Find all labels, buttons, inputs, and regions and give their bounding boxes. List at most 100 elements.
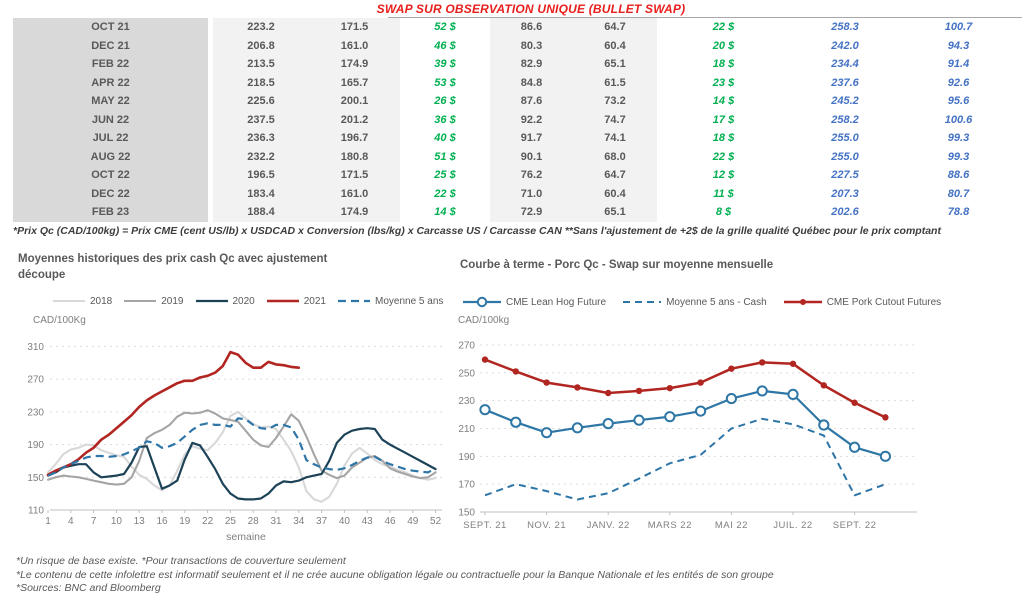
legend-swatch-icon — [266, 299, 299, 303]
legend-label: 2021 — [303, 295, 326, 307]
table-cell: 201.2 — [309, 110, 400, 129]
table-cell: 237.5 — [213, 110, 309, 129]
legend-swatch-icon — [195, 299, 228, 303]
data-point-marker — [635, 387, 643, 395]
table-cell: 18 $ — [657, 129, 790, 148]
data-point-marker — [882, 414, 889, 421]
table-cell: 23 $ — [657, 73, 790, 92]
table-cell: 245.2 — [790, 92, 900, 111]
bottom-footnotes: *Un risque de base existe. *Pour transac… — [16, 555, 774, 596]
table-cell: 18 $ — [657, 55, 790, 74]
table-cell: 65.1 — [573, 203, 657, 222]
data-point-marker — [512, 368, 519, 375]
table-cell: 84.8 — [490, 73, 573, 92]
table-cell: 255.0 — [790, 147, 900, 166]
x-tick-label: SEPT. 22 — [833, 520, 877, 531]
table-cell: 80.3 — [490, 36, 573, 55]
legend-label: Moyenne 5 ans — [375, 295, 444, 307]
y-tick-label: 170 — [458, 480, 475, 491]
y-tick-label: 230 — [458, 396, 475, 407]
data-point-marker — [787, 388, 799, 401]
data-point-marker — [664, 411, 676, 423]
table-cell: 100.7 — [900, 18, 1017, 37]
series-line-2021 — [46, 350, 301, 477]
data-point-marker — [541, 427, 553, 439]
y-tick-label: 250 — [458, 368, 475, 379]
table-cell: 258.3 — [790, 18, 900, 37]
table-cell: 51 $ — [400, 147, 490, 166]
legend-item-2021: 2021 — [266, 295, 326, 307]
table-cell: 73.2 — [573, 92, 657, 111]
legend-item-moyenne-5-ans: Moyenne 5 ans — [337, 295, 443, 307]
data-point-marker — [879, 450, 891, 462]
table-cell: 88.6 — [900, 166, 1017, 185]
table-cell: 26 $ — [400, 92, 490, 111]
y-tick-label: 110 — [28, 506, 44, 517]
x-tick-label: MARS 22 — [648, 520, 692, 531]
data-point-marker — [605, 389, 612, 397]
table-cell: 14 $ — [657, 92, 790, 111]
x-tick-label: JUIL. 22 — [773, 520, 812, 531]
table-cell: 64.7 — [573, 18, 657, 37]
table-cell: 60.4 — [573, 184, 657, 203]
data-point-marker — [759, 359, 766, 366]
x-tick-label: 31 — [270, 516, 282, 527]
table-cell: 188.4 — [213, 203, 309, 222]
data-point-marker — [725, 392, 737, 405]
table-cell: 74.7 — [573, 110, 657, 129]
table-cell: FEB 22 — [13, 55, 213, 74]
table-cell: 14 $ — [400, 203, 490, 222]
table-cell: 76.2 — [490, 166, 573, 185]
data-point-marker — [695, 405, 707, 417]
table-cell: 213.5 — [213, 55, 309, 74]
table-cell: 200.1 — [309, 92, 400, 111]
table-cell: 236.3 — [213, 129, 309, 148]
table-cell: 255.0 — [790, 129, 900, 148]
table-cell: 94.3 — [900, 36, 1017, 55]
table-cell: 206.8 — [213, 36, 309, 55]
table-cell: 71.0 — [490, 184, 573, 203]
legend-label: Moyenne 5 ans - Cash — [666, 296, 767, 308]
right-chart-y-unit: CAD/100kg — [458, 315, 510, 326]
table-cell: 22 $ — [657, 147, 790, 166]
left-chart-y-unit: CAD/100Kg — [33, 315, 86, 326]
data-point-marker — [574, 384, 581, 391]
table-cell: 232.2 — [213, 147, 309, 166]
footnote-line: *Un risque de base existe. *Pour transac… — [16, 555, 346, 567]
title-rule — [388, 17, 1022, 18]
table-cell: 17 $ — [657, 110, 790, 129]
legend-swatch-icon — [53, 299, 85, 303]
table-cell: 91.7 — [490, 129, 573, 148]
y-tick-label: 230 — [27, 407, 44, 418]
table-cell: 72.9 — [490, 203, 573, 222]
y-tick-label: 270 — [27, 375, 44, 386]
x-tick-label: 1 — [45, 516, 51, 527]
x-tick-label: NOV. 21 — [527, 520, 566, 531]
table-cell: OCT 22 — [13, 166, 213, 185]
table-cell: 174.9 — [309, 203, 400, 222]
table-cell: 183.4 — [213, 184, 309, 203]
x-tick-label: 16 — [156, 516, 168, 527]
swap-table: OCT 21 223.2 171.5 52 $86.6 64.7 22 $258.3 100… — [13, 18, 1017, 222]
table-cell: 237.6 — [790, 73, 900, 92]
x-tick-label: 43 — [362, 516, 374, 527]
y-tick-label: 190 — [458, 452, 475, 463]
left-chart-legend: 2018 2019 2020 2021 Moyenne 5 ans — [52, 295, 443, 307]
table-cell: DEC 22 — [13, 184, 213, 203]
x-tick-label: 7 — [91, 516, 97, 527]
data-point-marker — [633, 414, 645, 426]
y-tick-label: 310 — [27, 342, 44, 353]
table-cell: 92.6 — [900, 73, 1017, 92]
left-chart-svg: 110 150 190 230 270 310 1 4 7 10 13 16 19 22 25 28 31 34 3… — [27, 342, 442, 543]
x-tick-label: 22 — [202, 516, 214, 527]
page-title: SWAP SUR OBSERVATION UNIQUE (BULLET SWAP… — [376, 2, 686, 16]
legend-swatch-icon — [623, 301, 662, 303]
legend-item-cme-pork-cutout-futures: CME Pork Cutout Futures — [783, 296, 941, 308]
legend-swatch-icon — [783, 299, 822, 305]
table-cell: 165.7 — [309, 73, 400, 92]
table-cell: 12 $ — [657, 166, 790, 185]
legend-item-cme-lean-hog-future: CME Lean Hog Future — [462, 296, 606, 308]
table-cell: 171.5 — [309, 18, 400, 37]
table-cell: 86.6 — [490, 18, 573, 37]
